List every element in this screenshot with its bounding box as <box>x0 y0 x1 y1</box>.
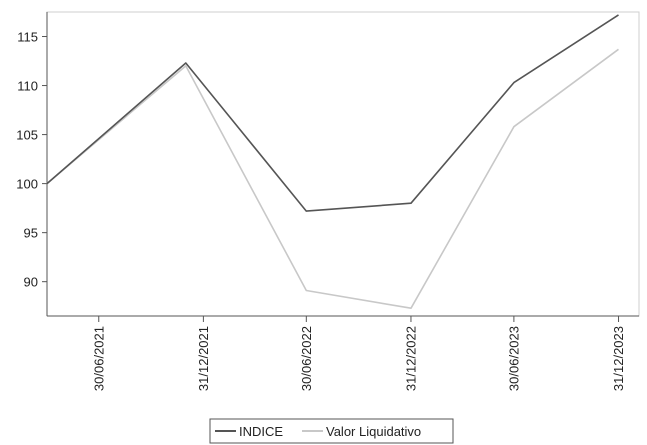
plot-frame <box>46 11 640 317</box>
x-tick-label: 30/06/2022 <box>299 326 314 391</box>
y-axis-ticks: 90 95 100 105 110 115 <box>16 30 47 290</box>
legend-label-indice: INDICE <box>239 424 283 439</box>
legend-label-valor-liquidativo: Valor Liquidativo <box>326 424 421 439</box>
x-tick-label: 31/12/2021 <box>196 326 211 391</box>
y-tick-label: 105 <box>16 128 38 143</box>
series-line-valor-liquidativo <box>46 48 619 310</box>
series-lines <box>46 14 619 310</box>
y-tick-label: 110 <box>17 79 38 94</box>
series-line-indice <box>46 14 619 212</box>
legend-box <box>209 418 454 444</box>
x-tick-label: 30/06/2021 <box>91 326 106 391</box>
x-axis-ticks: 30/06/2021 31/12/2021 30/06/2022 31/12/2022… <box>91 316 626 391</box>
plot-area <box>46 11 640 317</box>
x-tick-label: 31/12/2023 <box>611 326 626 391</box>
y-tick-label: 95 <box>24 226 38 241</box>
x-tick-label: 30/06/2023 <box>506 326 521 391</box>
y-tick-label: 115 <box>17 30 38 45</box>
y-tick-label: 90 <box>24 275 38 290</box>
legend: INDICE Valor Liquidativo <box>209 418 454 444</box>
y-tick-label: 100 <box>16 177 38 192</box>
x-tick-label: 31/12/2022 <box>403 326 418 391</box>
